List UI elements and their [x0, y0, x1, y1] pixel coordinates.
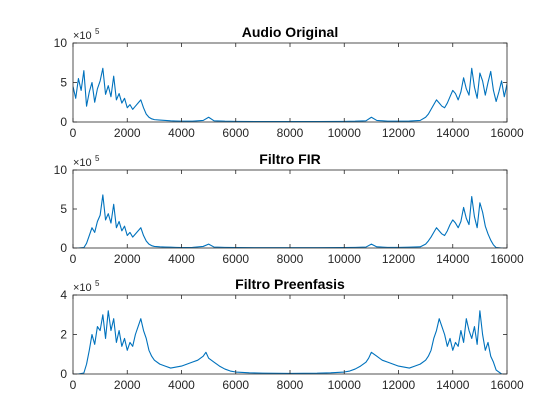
y-exponent-label: ×10	[73, 282, 92, 294]
x-tick-label: 8000	[277, 252, 304, 266]
chart-title: Audio Original	[242, 24, 338, 40]
x-tick-label: 10000	[328, 252, 362, 266]
x-tick-label: 8000	[277, 378, 304, 392]
x-tick-label: 2000	[114, 126, 141, 140]
x-tick-label: 4000	[168, 126, 195, 140]
x-tick-label: 0	[70, 378, 77, 392]
y-tick-label: 2	[60, 328, 67, 342]
y-tick-label: 10	[54, 36, 68, 50]
x-tick-label: 16000	[490, 126, 524, 140]
y-tick-label: 10	[54, 163, 68, 177]
y-tick-label: 0	[60, 115, 67, 129]
y-exponent-power: 5	[95, 154, 100, 163]
y-exponent-label: ×10	[73, 157, 92, 169]
chart-title: Filtro Preenfasis	[235, 276, 345, 292]
plot-area	[73, 170, 507, 248]
x-tick-label: 2000	[114, 252, 141, 266]
x-tick-label: 12000	[382, 252, 416, 266]
x-tick-label: 14000	[436, 252, 470, 266]
y-tick-label: 0	[60, 367, 67, 381]
x-tick-label: 6000	[222, 126, 249, 140]
x-tick-label: 10000	[328, 378, 362, 392]
y-exponent-label: ×10	[73, 30, 92, 42]
subplot-3: 0 2000 4000 6000 8000 10000 12000 14000 16000 0 2 4…	[60, 276, 524, 392]
x-tick-label: 14000	[436, 126, 470, 140]
y-tick-label: 0	[60, 241, 67, 255]
x-tick-label: 6000	[222, 378, 249, 392]
x-tick-label: 16000	[490, 252, 524, 266]
y-exponent-power: 5	[95, 279, 100, 288]
y-tick-label: 4	[60, 288, 67, 302]
plot-area	[73, 295, 507, 374]
y-tick-label: 5	[60, 76, 67, 90]
x-tick-label: 16000	[490, 378, 524, 392]
x-tick-label: 14000	[436, 378, 470, 392]
chart-title: Filtro FIR	[259, 151, 320, 167]
x-tick-label: 8000	[277, 126, 304, 140]
x-tick-label: 6000	[222, 252, 249, 266]
x-tick-label: 10000	[328, 126, 362, 140]
x-tick-label: 4000	[168, 252, 195, 266]
y-exponent-power: 5	[95, 27, 100, 36]
x-tick-label: 0	[70, 126, 77, 140]
y-tick-label: 5	[60, 202, 67, 216]
x-tick-label: 4000	[168, 378, 195, 392]
x-tick-label: 12000	[382, 378, 416, 392]
charts-container: 0 2000 4000 6000 8000 10000 12000 14000 16000051…	[54, 24, 524, 392]
plot-area	[73, 43, 507, 122]
x-tick-label: 12000	[382, 126, 416, 140]
subplot-1: 0 2000 4000 6000 8000 10000 12000 14000 16000 0 5 1…	[54, 24, 524, 140]
x-tick-label: 0	[70, 252, 77, 266]
x-tick-label: 2000	[114, 378, 141, 392]
subplot-2: 0 2000 4000 6000 8000 10000 12000 14000 16000 0 5 1…	[54, 151, 524, 266]
